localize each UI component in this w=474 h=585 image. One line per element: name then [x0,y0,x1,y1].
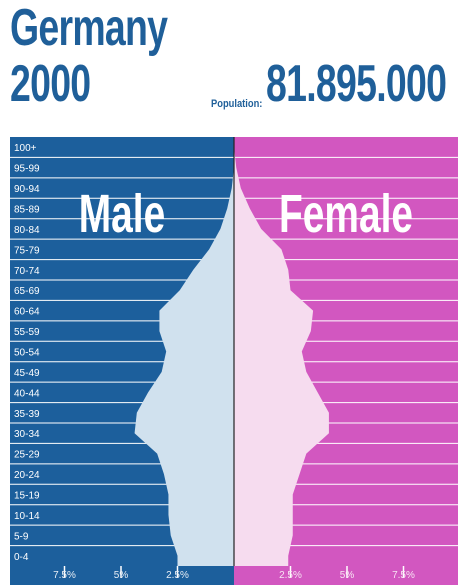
age-labels: 0-4 5-9 10-14 15-19 20-24 25-29 30-34 35-39 40-4… [14,143,40,563]
age-label: 55-59 [14,327,40,338]
age-label: 35-39 [14,409,40,420]
x-tick-label: 2.5% [279,570,302,581]
male-population-shape [134,143,234,566]
age-label: 70-74 [14,266,40,277]
age-label: 40-44 [14,388,40,399]
population-label: Population: [211,98,263,110]
male-label: Male [79,183,165,244]
age-label: 90-94 [14,184,40,195]
x-axis-ticks: 7.5% 5% 2.5% 2.5% 5% 7.5% [10,566,458,585]
age-label: 75-79 [14,245,40,256]
age-label: 95-99 [14,164,40,175]
x-tick-label: 5% [340,570,355,581]
age-label: 65-69 [14,286,40,297]
age-label: 5-9 [14,531,29,542]
female-label: Female [279,183,413,244]
x-tick-label: 2.5% [166,570,189,581]
age-label: 25-29 [14,450,40,461]
age-label: 45-49 [14,368,40,379]
age-label: 50-54 [14,348,40,359]
age-label: 0-4 [14,552,29,563]
x-tick-label: 5% [114,570,129,581]
female-population-shape [234,143,329,566]
x-tick-label: 7.5% [392,570,415,581]
age-label: 100+ [14,143,37,154]
age-label: 80-84 [14,225,40,236]
age-label: 15-19 [14,491,40,502]
age-label: 85-89 [14,205,40,216]
x-tick-label: 7.5% [53,570,76,581]
age-label: 60-64 [14,307,40,318]
age-label: 20-24 [14,470,40,481]
age-label: 10-14 [14,511,40,522]
year-title: 2000 [10,55,91,113]
country-title: Germany [10,0,168,57]
age-label: 30-34 [14,429,40,440]
population-value: 81.895.000 [266,55,447,113]
